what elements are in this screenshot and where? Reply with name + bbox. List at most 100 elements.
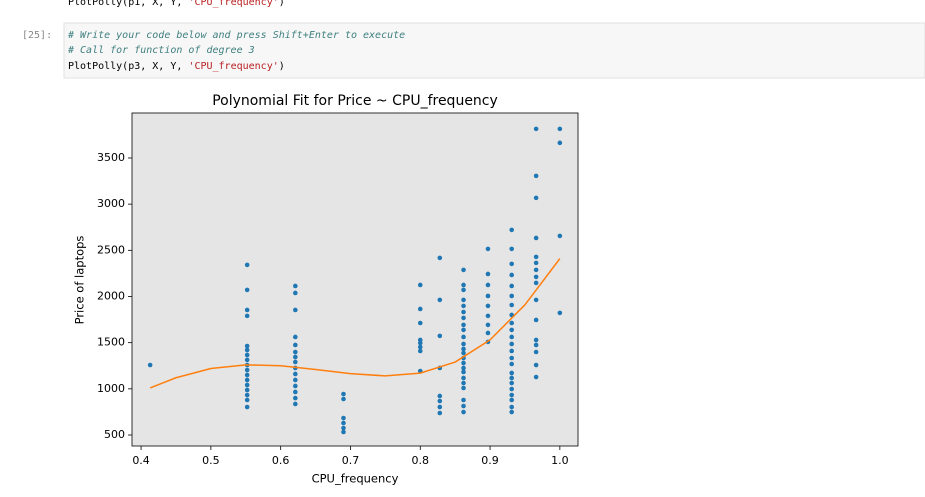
scatter-point	[485, 322, 491, 328]
scatter-point	[417, 320, 423, 326]
x-tick-label: 0.4	[132, 454, 150, 467]
scatter-point	[509, 380, 514, 386]
y-tick-label: 500	[104, 428, 125, 441]
scatter-point	[461, 369, 466, 375]
scatter-point	[509, 392, 514, 398]
cell-prompt: [25]:	[22, 30, 52, 41]
code-part: )	[279, 0, 285, 8]
scatter-point	[509, 327, 514, 333]
scatter-point	[244, 397, 250, 403]
code-string: 'CPU_frequency'	[188, 0, 278, 8]
scatter-point	[341, 396, 346, 402]
scatter-point	[485, 293, 491, 299]
scatter-point	[461, 365, 466, 371]
scatter-point	[244, 357, 250, 363]
x-tick-label: 0.5	[202, 454, 220, 467]
scatter-point	[509, 375, 514, 381]
scatter-point	[533, 349, 539, 355]
scatter-point	[509, 341, 514, 347]
scatter-point	[509, 355, 514, 361]
scatter-point	[533, 317, 539, 323]
scatter-point	[509, 261, 514, 267]
scatter-point	[244, 313, 250, 319]
scatter-point	[509, 397, 514, 403]
scatter-point	[244, 343, 250, 349]
scatter-point	[509, 370, 514, 376]
scatter-point	[533, 274, 539, 280]
scatter-point	[485, 313, 491, 319]
scatter-point	[244, 367, 250, 373]
scatter-point	[147, 362, 153, 368]
x-tick-label: 0.8	[412, 454, 430, 467]
scatter-point	[533, 267, 539, 273]
scatter-point	[293, 290, 298, 296]
scatter-point	[461, 403, 466, 409]
scatter-point	[461, 315, 466, 321]
scatter-point	[509, 404, 514, 410]
code-string: 'CPU_frequency'	[188, 61, 278, 72]
scatter-point	[341, 415, 346, 421]
scatter-point	[244, 387, 250, 393]
scatter-point	[461, 350, 466, 356]
scatter-point	[557, 126, 563, 132]
scatter-point	[244, 404, 250, 410]
scatter-point	[533, 235, 539, 241]
scatter-point	[244, 392, 250, 398]
scatter-point	[461, 309, 466, 315]
scatter-point	[533, 126, 539, 132]
scatter-point	[293, 359, 298, 365]
scatter-point	[417, 344, 423, 350]
y-tick-label: 1000	[97, 382, 125, 395]
plot-area	[131, 112, 579, 447]
scatter-point	[533, 280, 539, 286]
scatter-point	[509, 227, 514, 233]
scatter-point	[461, 322, 466, 328]
scatter-point	[485, 282, 491, 288]
scatter-point	[461, 297, 466, 303]
scatter-point	[293, 389, 298, 395]
scatter-point	[293, 383, 298, 389]
scatter-point	[461, 385, 466, 391]
scatter-point	[461, 380, 466, 386]
scatter-point	[461, 327, 466, 333]
scatter-point	[461, 341, 466, 347]
scatter-point	[533, 260, 539, 266]
scatter-point	[437, 410, 443, 416]
scatter-point	[417, 340, 423, 346]
scatter-point	[437, 398, 443, 404]
fit-line	[149, 258, 561, 389]
scatter-point	[341, 425, 346, 431]
scatter-point	[485, 271, 491, 277]
scatter-point	[485, 330, 491, 336]
code-cell[interactable]	[63, 22, 925, 79]
scatter-point	[509, 386, 514, 392]
y-tick-label: 2500	[97, 243, 125, 256]
scatter-point	[461, 409, 466, 415]
y-axis-label: Price of laptops	[73, 236, 87, 325]
scatter-point	[509, 361, 514, 367]
scatter-point	[533, 173, 539, 179]
scatter-point	[533, 195, 539, 201]
scatter-point	[557, 140, 563, 146]
scatter-point	[461, 287, 466, 293]
previous-code: PlotPolly(p1, X, Y, 'CPU_frequency')	[68, 0, 285, 8]
scatter-point	[509, 409, 514, 415]
y-tick-label: 2000	[97, 289, 125, 302]
code-part: PlotPolly(p1, X, Y,	[68, 0, 188, 8]
scatter-point	[244, 372, 250, 378]
scatter-point	[533, 297, 539, 303]
scatter-point	[244, 382, 250, 388]
scatter-point	[461, 360, 466, 366]
scatter-point	[533, 342, 539, 348]
scatter-point	[533, 337, 539, 343]
x-tick-label: 0.9	[481, 454, 499, 467]
scatter-point	[417, 282, 423, 288]
x-tick-label: 1.0	[551, 454, 569, 467]
scatter-point	[461, 346, 466, 352]
scatter-point	[293, 283, 298, 289]
scatter-point	[461, 303, 466, 309]
scatter-point	[293, 377, 298, 383]
scatter-point	[293, 401, 298, 407]
scatter-point	[437, 255, 443, 261]
